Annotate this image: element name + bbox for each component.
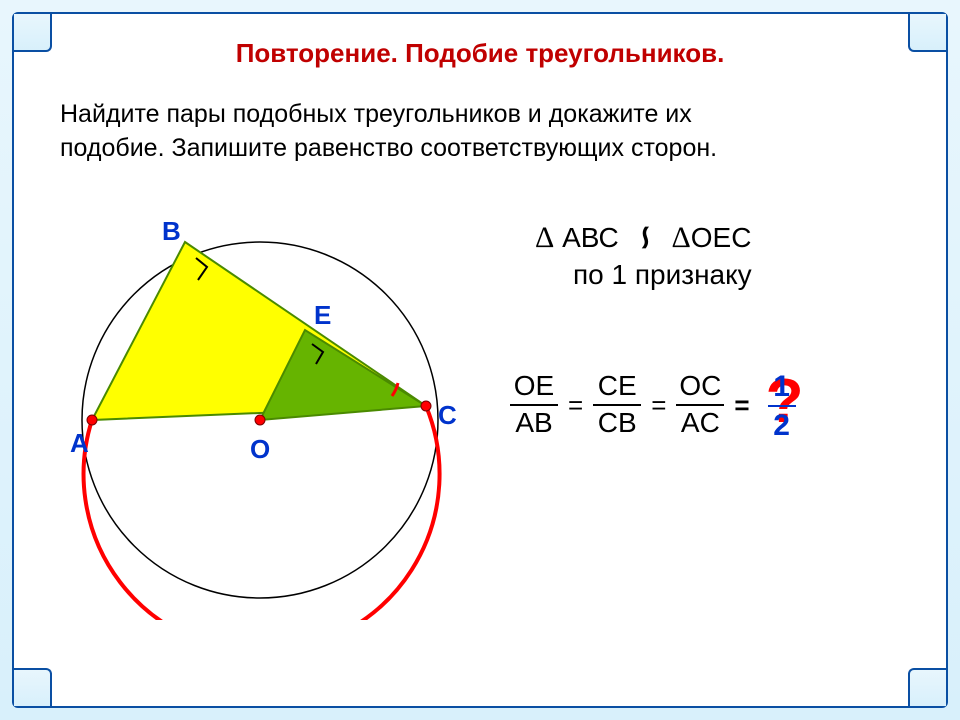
- f3-den: AC: [681, 408, 720, 439]
- geometry-diagram: А В C E O: [50, 200, 470, 620]
- tri2-name: OEC: [691, 222, 752, 253]
- corner-notch-bl: [14, 668, 52, 706]
- frac-line-icon: [593, 404, 641, 406]
- point-a-dot: [87, 415, 97, 425]
- f2-num: CE: [598, 371, 637, 402]
- result-num: 1: [773, 370, 790, 403]
- f2-den: CB: [598, 408, 637, 439]
- f1-num: OE: [514, 371, 554, 402]
- equals-3: =: [734, 390, 749, 421]
- task-line1: Найдите пары подобных треугольников и до…: [60, 100, 692, 128]
- similarity-reason: по 1 признаку: [535, 259, 752, 290]
- similar-icon: ∽: [626, 224, 665, 252]
- frac-line-icon: [768, 405, 796, 407]
- page-title: Повторение. Подобие треугольников.: [0, 38, 960, 69]
- fraction-1: OE АВ: [510, 371, 558, 439]
- result-den: 2: [773, 409, 790, 442]
- delta-icon-2: Δ: [671, 221, 690, 254]
- frac-line-icon: [510, 404, 558, 406]
- delta-icon: Δ: [535, 221, 554, 254]
- label-o: O: [250, 434, 270, 465]
- fraction-2: CE CB: [593, 371, 641, 439]
- point-c-dot: [421, 401, 431, 411]
- label-a: А: [70, 428, 89, 459]
- point-o-dot: [255, 415, 265, 425]
- label-b: В: [162, 216, 181, 247]
- f3-num: OC: [679, 371, 721, 402]
- frac-line-icon: [676, 404, 724, 406]
- f1-den: АВ: [515, 408, 552, 439]
- equals-1: =: [568, 390, 583, 421]
- result: ? 1 2: [760, 370, 810, 440]
- similarity-statement: Δ АВС ∽ ΔOEC по 1 признаку: [535, 218, 752, 293]
- tri1-name: АВС: [562, 222, 619, 253]
- fraction-3: OC AC: [676, 371, 724, 439]
- task-text: Найдите пары подобных треугольников и до…: [60, 98, 900, 166]
- result-fraction: 1 2: [768, 370, 796, 442]
- corner-notch-br: [908, 668, 946, 706]
- label-e: E: [314, 300, 331, 331]
- diagram-svg: [50, 200, 470, 620]
- label-c: C: [438, 400, 457, 431]
- task-line2: подобие. Запишите равенство соответствую…: [60, 134, 717, 162]
- equals-2: =: [651, 390, 666, 421]
- ratio-equation: OE АВ = CE CB = OC AC = ? 1 2: [510, 370, 810, 440]
